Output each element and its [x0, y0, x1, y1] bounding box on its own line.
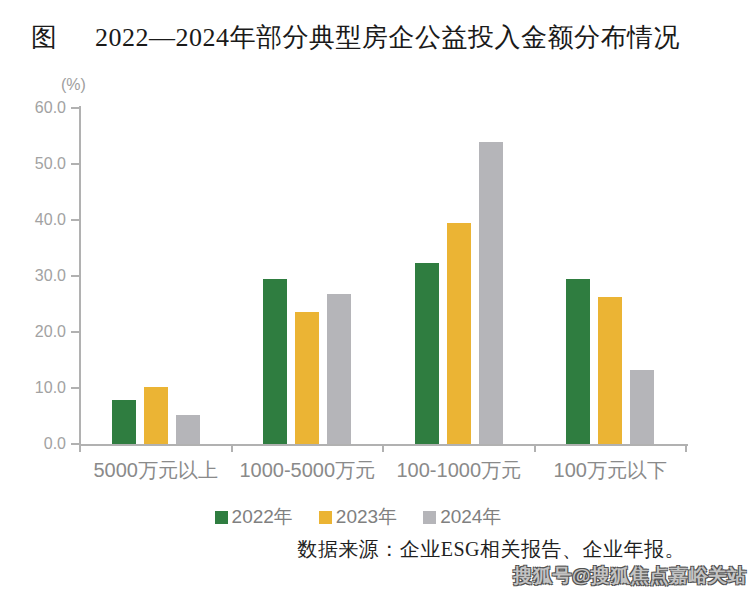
- watermark: 搜狐号@搜狐焦点嘉峪关站: [513, 563, 747, 589]
- legend-item-2023年: 2023年: [319, 504, 397, 530]
- y-tick-mark: [71, 219, 80, 221]
- bar-2022年-100-1000万元: [415, 263, 439, 444]
- bar-2023年-100-1000万元: [447, 223, 471, 444]
- y-tick-mark: [71, 107, 80, 109]
- bar-2024年-100万元以下: [630, 370, 654, 444]
- bar-2022年-5000万元以上: [112, 400, 136, 444]
- y-tick-mark: [71, 331, 80, 333]
- x-category-label: 1000-5000万元: [227, 457, 387, 484]
- x-tick-mark: [685, 446, 687, 452]
- x-tick-mark: [534, 446, 536, 452]
- legend-label: 2023年: [336, 504, 397, 530]
- bar-2024年-1000-5000万元: [327, 294, 351, 444]
- x-tick-mark: [231, 446, 233, 452]
- x-tick-mark: [79, 446, 81, 452]
- y-tick-label: 10.0: [0, 379, 66, 397]
- legend-label: 2024年: [440, 504, 501, 530]
- y-tick-mark: [71, 163, 80, 165]
- y-tick-label: 30.0: [0, 267, 66, 285]
- chart-title: 2022—2024年部分典型房企公益投入金额分布情况: [95, 20, 680, 55]
- legend-item-2024年: 2024年: [423, 504, 501, 530]
- legend-label: 2022年: [232, 504, 293, 530]
- x-category-label: 100万元以下: [530, 457, 690, 484]
- bar-2023年-100万元以下: [598, 297, 622, 444]
- legend-swatch-icon: [319, 511, 332, 524]
- y-tick-label: 60.0: [0, 99, 66, 117]
- bar-2022年-100万元以下: [566, 279, 590, 444]
- x-category-label: 100-1000万元: [379, 457, 539, 484]
- legend-swatch-icon: [423, 511, 436, 524]
- figure-label: 图: [31, 20, 57, 55]
- y-tick-label: 0.0: [0, 435, 66, 453]
- bar-2022年-1000-5000万元: [263, 279, 287, 444]
- legend-item-2022年: 2022年: [215, 504, 293, 530]
- y-axis-unit-label: (%): [61, 76, 86, 94]
- legend-swatch-icon: [215, 511, 228, 524]
- bar-2023年-1000-5000万元: [295, 312, 319, 444]
- bar-2024年-100-1000万元: [479, 142, 503, 444]
- y-tick-mark: [71, 443, 80, 445]
- data-source-note: 数据来源：企业ESG相关报告、企业年报。: [180, 536, 685, 563]
- y-tick-mark: [71, 275, 80, 277]
- chart-legend: 2022年 2023年 2024年: [0, 504, 716, 530]
- x-tick-mark: [382, 446, 384, 452]
- y-tick-label: 40.0: [0, 211, 66, 229]
- x-category-label: 5000万元以上: [76, 457, 236, 484]
- y-tick-label: 50.0: [0, 155, 66, 173]
- bar-2023年-5000万元以上: [144, 387, 168, 444]
- bar-2024年-5000万元以上: [176, 415, 200, 444]
- y-tick-label: 20.0: [0, 323, 66, 341]
- y-tick-mark: [71, 387, 80, 389]
